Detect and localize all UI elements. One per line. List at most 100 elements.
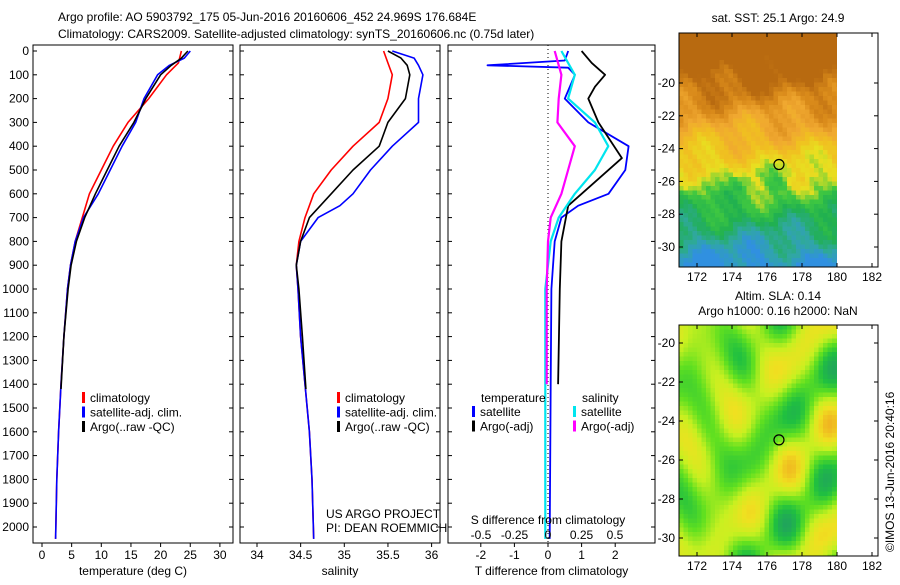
map-cell bbox=[769, 78, 774, 83]
legend-label: Argo(-adj) bbox=[480, 420, 533, 434]
map-cell bbox=[701, 100, 707, 106]
map-cell bbox=[746, 168, 752, 173]
map-cell bbox=[724, 532, 729, 537]
map-cell bbox=[796, 500, 801, 506]
map-cell bbox=[719, 109, 725, 115]
map-cell bbox=[683, 392, 689, 398]
map-cell bbox=[733, 105, 738, 110]
map-cell bbox=[679, 374, 684, 380]
map-cell bbox=[773, 69, 779, 74]
map-cell bbox=[728, 55, 734, 61]
map-cell bbox=[836, 370, 837, 375]
map-cell bbox=[809, 123, 815, 128]
map-cell bbox=[827, 168, 833, 173]
map-cell bbox=[773, 253, 779, 259]
map-cell bbox=[742, 141, 747, 146]
map-cell bbox=[764, 352, 770, 357]
map-cell bbox=[778, 127, 783, 133]
map-cell bbox=[836, 365, 837, 371]
map-cell bbox=[809, 523, 815, 528]
map-cell bbox=[697, 415, 702, 420]
map-cell bbox=[733, 163, 738, 169]
map-cell bbox=[683, 199, 689, 205]
map-cell bbox=[746, 208, 752, 214]
map-cell bbox=[805, 388, 810, 393]
map-cell bbox=[760, 132, 765, 137]
map-cell bbox=[818, 365, 824, 371]
map-cell bbox=[827, 478, 833, 483]
map-cell bbox=[746, 500, 752, 506]
map-cell bbox=[760, 262, 765, 267]
map-cell bbox=[818, 100, 824, 106]
map-cell bbox=[737, 343, 743, 348]
map-cell bbox=[764, 433, 770, 438]
map-cell bbox=[697, 51, 702, 56]
map-cell bbox=[737, 177, 743, 182]
map-cell bbox=[679, 437, 684, 443]
map-cell bbox=[760, 217, 765, 223]
map-cell bbox=[805, 334, 810, 339]
map-cell bbox=[733, 433, 738, 438]
map-cell bbox=[710, 518, 716, 524]
map-cell bbox=[800, 554, 806, 556]
map-cell bbox=[706, 141, 711, 146]
map-cell bbox=[719, 249, 725, 254]
map-cell bbox=[782, 523, 788, 528]
map-cell bbox=[692, 262, 698, 267]
map-cell bbox=[818, 545, 824, 551]
map-cell bbox=[719, 172, 725, 178]
map-cell bbox=[683, 491, 689, 497]
map-cell bbox=[688, 329, 693, 335]
map-cell bbox=[787, 244, 792, 250]
map-cell bbox=[728, 451, 734, 456]
map-cell bbox=[760, 199, 765, 205]
map-cell bbox=[760, 397, 765, 402]
map-cell bbox=[809, 64, 815, 70]
map-cell bbox=[791, 401, 797, 407]
map-cell bbox=[832, 240, 837, 245]
map-cell bbox=[823, 352, 828, 357]
map-cell bbox=[760, 105, 765, 110]
map-cell bbox=[733, 527, 738, 533]
map-cell bbox=[814, 487, 819, 492]
map-cell bbox=[710, 168, 716, 173]
map-cell bbox=[791, 374, 797, 380]
map-cell bbox=[742, 172, 747, 178]
map-cell bbox=[814, 478, 819, 483]
map-cell bbox=[796, 392, 801, 398]
map-cell bbox=[809, 460, 815, 465]
map-cell bbox=[796, 190, 801, 196]
map-cell bbox=[733, 253, 738, 259]
map-cell bbox=[827, 37, 833, 43]
map-cell bbox=[805, 199, 810, 205]
map-cell bbox=[827, 199, 833, 205]
map-cell bbox=[782, 240, 788, 245]
map-cell bbox=[724, 96, 729, 101]
map-cell bbox=[751, 365, 756, 371]
map-cell bbox=[782, 60, 788, 65]
map-cell bbox=[764, 123, 770, 128]
map-cell bbox=[818, 410, 824, 416]
map-cell bbox=[706, 437, 711, 443]
map-cell bbox=[796, 186, 801, 191]
map-cell bbox=[836, 383, 837, 389]
map-cell bbox=[773, 168, 779, 173]
map-cell bbox=[737, 352, 743, 357]
map-cell bbox=[688, 419, 693, 425]
map-cell bbox=[692, 96, 698, 101]
map-cell bbox=[688, 491, 693, 497]
map-cell bbox=[751, 527, 756, 533]
map-cell bbox=[710, 406, 716, 411]
map-cell bbox=[679, 127, 684, 133]
map-cell bbox=[697, 392, 702, 398]
map-cell bbox=[746, 204, 752, 209]
map-cell bbox=[814, 437, 819, 443]
map-cell bbox=[791, 73, 797, 79]
map-cell bbox=[823, 383, 828, 389]
map-cell bbox=[818, 397, 824, 402]
map-cell bbox=[764, 401, 770, 407]
map-cell bbox=[773, 78, 779, 83]
map-cell bbox=[683, 469, 689, 474]
map-cell bbox=[701, 69, 707, 74]
map-cell bbox=[760, 253, 765, 259]
